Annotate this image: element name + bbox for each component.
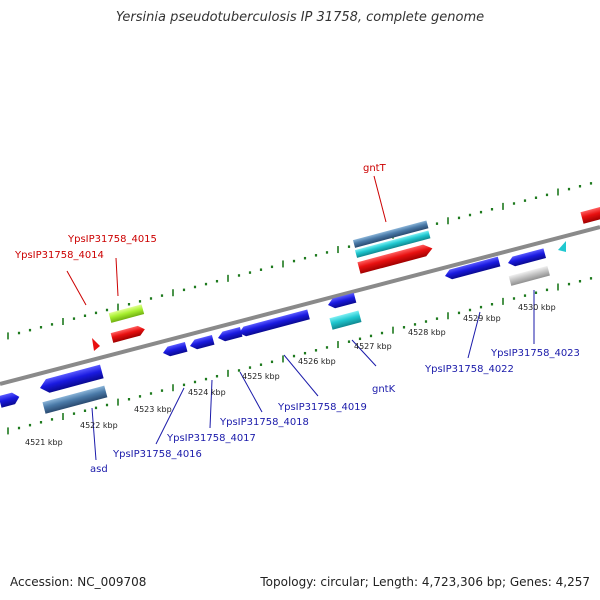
gene-label-4022[interactable]: YpsIP31758_4022	[424, 364, 514, 375]
gene-gntT-feature[interactable]	[352, 220, 429, 248]
gene-label-4019[interactable]: YpsIP31758_4019	[277, 402, 367, 413]
ruler-label: 4527 kbp	[354, 342, 392, 351]
gene-gntK-rna-feature[interactable]	[329, 310, 362, 330]
gene-4022-feature[interactable]	[444, 256, 501, 281]
ruler-label: 4526 kbp	[298, 357, 336, 366]
gene-4016-feature[interactable]	[162, 341, 188, 358]
gene-label-4015[interactable]: YpsIP31758_4015	[67, 234, 157, 245]
ruler-label: 4523 kbp	[134, 405, 172, 414]
gene-4023-feature[interactable]	[507, 248, 546, 267]
gene-asd-rna-feature[interactable]	[42, 385, 108, 414]
gene-gntT-rna-feature[interactable]	[354, 230, 431, 258]
gene-gntK-feature[interactable]	[327, 292, 357, 310]
gene-4015-cds-feature[interactable]	[110, 324, 146, 343]
leader-gntK	[351, 339, 377, 367]
gene-4014-feature[interactable]	[92, 338, 100, 351]
gene-label-4017[interactable]: YpsIP31758_4017	[166, 433, 256, 444]
leader-4014	[66, 270, 87, 306]
leader-4018	[239, 371, 263, 413]
gene-label-gntK[interactable]: gntK	[372, 384, 396, 395]
leader-4019	[283, 354, 319, 397]
leader-asd	[91, 407, 97, 461]
ruler-label: 4528 kbp	[408, 328, 446, 337]
gene-4018-feature[interactable]	[217, 326, 243, 343]
ruler-label: 4530 kbp	[518, 303, 556, 312]
leader-gntT	[373, 175, 387, 223]
genome-title: Yersinia pseudotuberculosis IP 31758, co…	[115, 10, 485, 25]
leader-4022	[467, 311, 481, 359]
gene-labels: YpsIP31758_4015 YpsIP31758_4014 gntT gnt…	[14, 163, 580, 475]
leader-lines	[66, 175, 535, 461]
accession-text: Accession: NC_009708	[10, 575, 147, 589]
ruler-labels: 4521 kbp 4522 kbp 4523 kbp 4524 kbp 4525…	[25, 303, 556, 447]
ruler-label: 4529 kbp	[463, 314, 501, 323]
reverse-strand-ruler	[7, 277, 593, 435]
gene-4017-feature[interactable]	[189, 334, 215, 351]
gene-prev-feature[interactable]	[0, 391, 21, 408]
gene-label-4016[interactable]: YpsIP31758_4016	[112, 449, 202, 460]
gene-label-4014[interactable]: YpsIP31758_4014	[14, 250, 104, 261]
ruler-label: 4522 kbp	[80, 421, 118, 430]
ruler-label: 4525 kbp	[242, 372, 280, 381]
gene-gntT-cds-feature[interactable]	[357, 243, 434, 274]
gene-4023-pseudo-feature[interactable]	[508, 265, 550, 286]
ruler-label: 4521 kbp	[25, 438, 63, 447]
gene-label-gntT[interactable]: gntT	[363, 163, 387, 174]
gene-4015-feature[interactable]	[108, 304, 145, 323]
gene-next-cds-feature[interactable]	[580, 205, 600, 224]
gene-4019-feature[interactable]	[238, 309, 310, 338]
leader-4017	[209, 379, 213, 429]
leader-4015	[115, 257, 119, 297]
genome-summary-text: Topology: circular; Length: 4,723,306 bp…	[260, 575, 590, 589]
gene-label-4018[interactable]: YpsIP31758_4018	[219, 417, 309, 428]
ruler-label: 4524 kbp	[188, 388, 226, 397]
genome-backbone	[0, 225, 600, 386]
gene-label-asd[interactable]: asd	[90, 464, 108, 475]
gene-label-4023[interactable]: YpsIP31758_4023	[490, 348, 580, 359]
gene-asd-feature[interactable]	[38, 364, 104, 395]
leader-4016	[155, 387, 185, 445]
gene-trna-feature[interactable]	[558, 241, 566, 252]
